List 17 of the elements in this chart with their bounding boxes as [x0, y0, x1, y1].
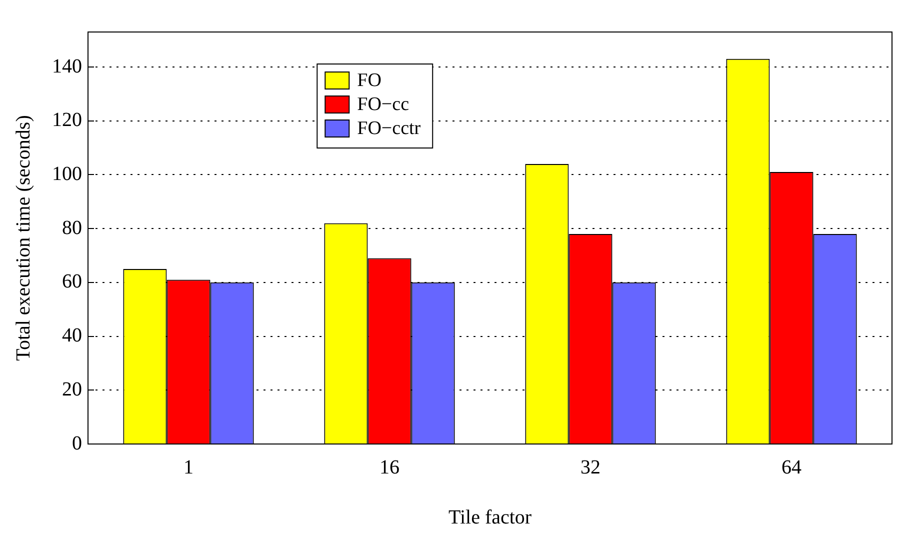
x-tick-label: 1 — [184, 456, 194, 478]
y-tick-label: 20 — [62, 378, 82, 400]
y-tick-label: 60 — [62, 270, 82, 293]
legend-label: FO−cctr — [357, 118, 422, 139]
legend-label: FO−cc — [357, 94, 410, 115]
y-tick-label: 100 — [52, 162, 82, 185]
y-tick-label: 0 — [72, 432, 82, 454]
x-tick-label: 64 — [782, 456, 802, 478]
x-tick-label: 16 — [380, 456, 400, 478]
y-axis-title: Total execution time (seconds) — [12, 115, 34, 361]
x-tick-label: 32 — [580, 456, 600, 478]
y-tick-label: 140 — [52, 55, 82, 78]
legend-label: FO — [357, 70, 382, 91]
y-tick-label: 120 — [52, 109, 82, 132]
y-tick-label: 40 — [62, 324, 82, 347]
x-axis-title: Tile factor — [448, 506, 532, 528]
y-tick-label: 80 — [62, 216, 82, 239]
